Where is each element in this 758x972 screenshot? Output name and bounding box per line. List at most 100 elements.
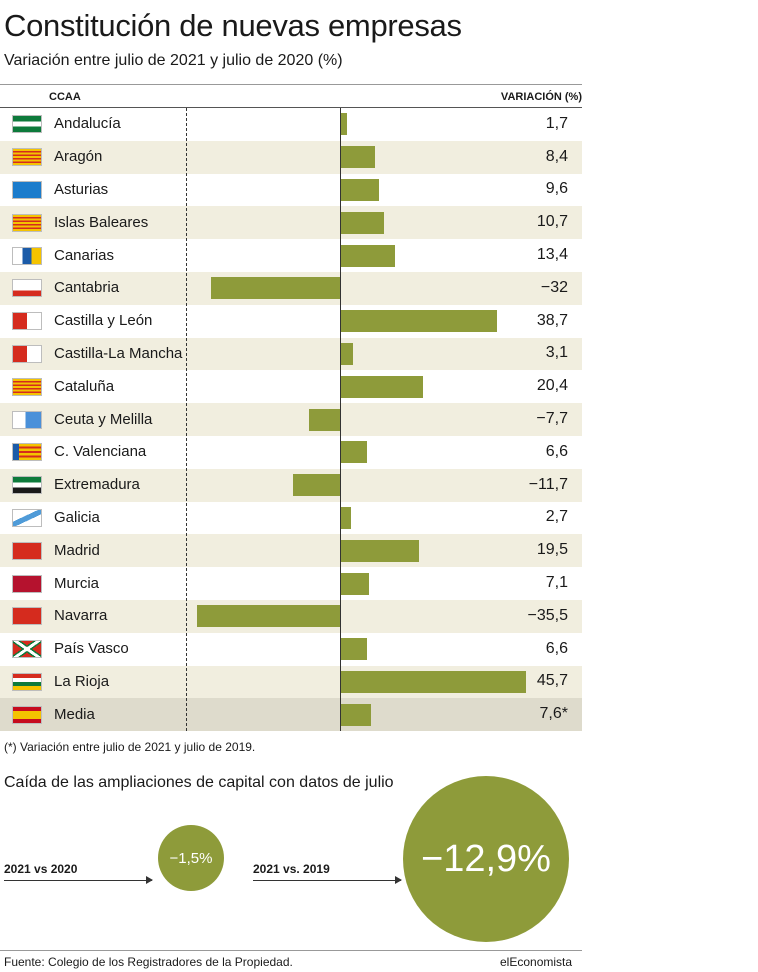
region-name: Madrid [54, 541, 100, 559]
variation-value: 1,7 [545, 114, 568, 132]
variation-bar [309, 408, 341, 431]
region-name: Media [54, 705, 95, 723]
region-name: Islas Baleares [54, 213, 149, 231]
region-row: La Rioja 45,7 [0, 665, 582, 699]
variation-bar [196, 605, 341, 628]
region-name: Andalucía [54, 115, 121, 133]
andalucia-flag-icon [12, 115, 42, 134]
castilla-la-mancha-flag-icon [12, 344, 42, 363]
variation-value: −35,5 [527, 606, 568, 624]
region-name: Navarra [54, 607, 108, 625]
arrow-2020 [4, 876, 153, 884]
variation-bar [340, 670, 526, 693]
variation-value: 7,1 [545, 574, 568, 592]
region-row: Castilla y León 38,7 [0, 305, 582, 338]
variation-bar [340, 244, 395, 267]
variation-bar [210, 277, 341, 300]
region-name: Cataluña [54, 377, 115, 395]
region-name: Canarias [54, 246, 115, 264]
variation-value: −32 [540, 278, 568, 296]
murcia-flag-icon [12, 574, 42, 593]
variation-bar [340, 572, 370, 595]
madrid-flag-icon [12, 541, 42, 560]
region-row: Cantabria −32 [0, 272, 582, 305]
region-name: Extremadura [54, 476, 140, 494]
region-name: Aragón [54, 148, 103, 166]
region-row: Aragón 8,4 [0, 140, 582, 174]
region-row: Extremadura −11,7 [0, 468, 582, 502]
region-row: Madrid 19,5 [0, 534, 582, 568]
variation-value: 19,5 [536, 541, 568, 559]
variation-bar [340, 506, 352, 529]
chart-title: Constitución de nuevas empresas [4, 8, 462, 43]
variation-value: 10,7 [536, 213, 568, 231]
navarra-flag-icon [12, 607, 42, 626]
variation-bar [340, 342, 354, 365]
variation-bar [340, 703, 372, 726]
variation-value: 6,6 [545, 639, 568, 657]
region-name: C. Valenciana [54, 443, 147, 461]
region-row: Murcia 7,1 [0, 567, 582, 600]
variation-bar [340, 375, 424, 398]
variation-value: 13,4 [536, 246, 568, 264]
cataluna-flag-icon [12, 377, 42, 396]
column-header-region: CCAA [49, 91, 81, 103]
variation-value: 3,1 [545, 344, 568, 362]
variation-value: 45,7 [536, 672, 568, 690]
region-name: Cantabria [54, 279, 120, 297]
bubble-value-2019: −12,9% [421, 837, 551, 880]
galicia-flag-icon [12, 508, 42, 527]
bottom-rule [0, 950, 582, 951]
comparison-label-2020: 2021 vs 2020 [4, 862, 78, 876]
variation-bar [340, 146, 375, 169]
asturias-flag-icon [12, 180, 42, 199]
variation-value: 9,6 [545, 180, 568, 198]
region-row: Cataluña 20,4 [0, 370, 582, 403]
extremadura-flag-icon [12, 476, 42, 495]
variation-value: −11,7 [528, 475, 568, 493]
canarias-flag-icon [12, 246, 42, 265]
bubble-2021-vs-2019: −12,9% [403, 776, 569, 942]
variation-bar [340, 113, 348, 136]
top-rule [0, 84, 582, 85]
baleares-flag-icon [12, 213, 42, 232]
region-row: Navarra −35,5 [0, 600, 582, 633]
column-header-variation: VARIACIÓN (%) [500, 91, 582, 103]
region-row: Islas Baleares 10,7 [0, 206, 582, 240]
variation-bar [340, 441, 368, 464]
capital-section-title: Caída de las ampliaciones de capital con… [4, 774, 394, 791]
bubble-2021-vs-2020: −1,5% [158, 825, 224, 891]
header-rule [0, 107, 582, 108]
zero-axis-line [340, 108, 341, 731]
average-row: Media 7,6* [0, 698, 582, 732]
source-note: Fuente: Colegio de los Registradores de … [4, 955, 293, 969]
region-row: Galicia 2,7 [0, 502, 582, 535]
variation-value: 20,4 [536, 377, 568, 395]
region-row: C. Valenciana 6,6 [0, 436, 582, 469]
pais-vasco-flag-icon [12, 640, 42, 659]
variation-value: 6,6 [545, 442, 568, 460]
variation-bar [340, 211, 384, 234]
region-name: Murcia [54, 574, 100, 592]
variation-value: 2,7 [545, 508, 568, 526]
region-name: Castilla y León [54, 312, 153, 330]
castilla-leon-flag-icon [12, 312, 42, 331]
publisher-brand: elEconomista [500, 955, 573, 969]
region-name: País Vasco [54, 640, 129, 658]
variation-bar [340, 638, 368, 661]
variation-bar [340, 310, 498, 333]
cantabria-flag-icon [12, 279, 42, 298]
variation-value: −7,7 [536, 410, 568, 428]
region-row: Asturias 9,6 [0, 174, 582, 207]
chart-subtitle: Variación entre julio de 2021 y julio de… [4, 52, 343, 69]
la-rioja-flag-icon [12, 672, 42, 691]
bubble-value-2020: −1,5% [169, 849, 213, 867]
region-row: Canarias 13,4 [0, 239, 582, 272]
variation-value: 38,7 [536, 311, 568, 329]
variation-bar [340, 178, 380, 201]
variation-bar [340, 539, 420, 562]
region-row: Castilla-La Mancha 3,1 [0, 337, 582, 371]
region-row: Ceuta y Melilla −7,7 [0, 403, 582, 436]
region-row: Andalucía 1,7 [0, 108, 582, 141]
footnote: (*) Variación entre julio de 2021 y juli… [4, 740, 256, 754]
